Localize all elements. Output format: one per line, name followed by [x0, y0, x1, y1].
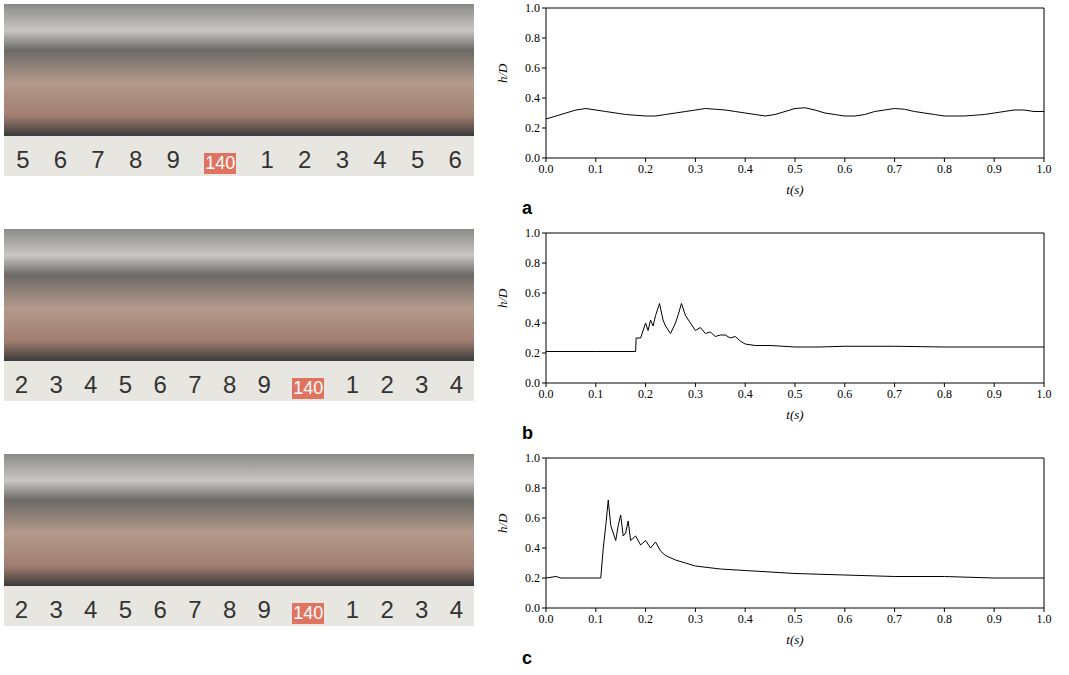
html-text:7: 7 — [188, 596, 202, 623]
html-text:b: b — [522, 423, 533, 443]
svg-text:t(s): t(s) — [786, 182, 803, 197]
html-text:3: 3 — [335, 146, 349, 173]
svg-text:0.7: 0.7 — [887, 162, 902, 176]
svg-text:0.4: 0.4 — [738, 387, 753, 401]
html-text:6: 6 — [153, 371, 167, 398]
html-text:3: 3 — [49, 596, 63, 623]
svg-text:1.0: 1.0 — [525, 226, 540, 240]
svg-text:0.0: 0.0 — [539, 162, 554, 176]
html-text:a: a — [522, 198, 532, 218]
html-text:3: 3 — [49, 371, 63, 398]
html-text:3: 3 — [415, 371, 429, 398]
svg-text:0.9: 0.9 — [987, 612, 1002, 626]
svg-text:0.7: 0.7 — [887, 387, 902, 401]
svg-text:1.0: 1.0 — [1037, 162, 1052, 176]
svg-text:0.9: 0.9 — [987, 387, 1002, 401]
html-text:2: 2 — [380, 371, 394, 398]
svg-text:0.8: 0.8 — [525, 481, 540, 495]
svg-text:0.6: 0.6 — [837, 162, 852, 176]
html-text:6: 6 — [153, 596, 167, 623]
html-text:6: 6 — [448, 146, 462, 173]
svg-text:h/D: h/D — [495, 63, 510, 83]
svg-text:0.8: 0.8 — [525, 31, 540, 45]
svg-text:0.2: 0.2 — [525, 571, 540, 585]
svg-text:0.1: 0.1 — [588, 387, 603, 401]
svg-text:1.0: 1.0 — [525, 1, 540, 15]
svg-text:0.0: 0.0 — [525, 601, 540, 615]
html-text:5: 5 — [118, 371, 133, 398]
svg-text:0.5: 0.5 — [788, 387, 803, 401]
svg-text:0.2: 0.2 — [525, 346, 540, 360]
svg-text:0.8: 0.8 — [525, 256, 540, 270]
svg-text:0.3: 0.3 — [688, 162, 703, 176]
svg-text:0.1: 0.1 — [588, 612, 603, 626]
html-text:5: 5 — [16, 146, 30, 173]
svg-text:h/D: h/D — [495, 288, 510, 308]
svg-text:0.1: 0.1 — [588, 162, 603, 176]
svg-text:1.0: 1.0 — [525, 451, 540, 465]
html-text:8: 8 — [129, 146, 143, 173]
svg-text:0.6: 0.6 — [525, 286, 540, 300]
html-text:8: 8 — [222, 371, 237, 398]
svg-text:0.8: 0.8 — [937, 387, 952, 401]
svg-text:0.4: 0.4 — [525, 91, 540, 105]
svg-text:0.4: 0.4 — [738, 162, 753, 176]
html-text:c: c — [522, 648, 532, 668]
html-text:8: 8 — [222, 596, 237, 623]
svg-text:0.6: 0.6 — [525, 61, 540, 75]
html-text:4: 4 — [449, 371, 464, 398]
svg-text:0.0: 0.0 — [525, 376, 540, 390]
svg-text:0.6: 0.6 — [837, 387, 852, 401]
html-text:9: 9 — [257, 596, 271, 623]
svg-text:0.5: 0.5 — [788, 162, 803, 176]
html-text:3: 3 — [415, 596, 429, 623]
svg-text:1.0: 1.0 — [1037, 387, 1052, 401]
html-text:9: 9 — [257, 371, 271, 398]
html-text:2: 2 — [14, 596, 28, 623]
svg-text:0.6: 0.6 — [837, 612, 852, 626]
html-text:140: 140 — [205, 153, 236, 173]
svg-text:t(s): t(s) — [786, 632, 803, 647]
svg-text:0.0: 0.0 — [539, 387, 554, 401]
svg-text:0.5: 0.5 — [788, 612, 803, 626]
svg-text:0.7: 0.7 — [887, 612, 902, 626]
html-text:2: 2 — [14, 371, 28, 398]
svg-text:1.0: 1.0 — [1037, 612, 1052, 626]
svg-text:0.3: 0.3 — [688, 387, 703, 401]
html-text:6: 6 — [53, 146, 68, 173]
svg-text:0.4: 0.4 — [525, 316, 540, 330]
html-text:2: 2 — [380, 596, 394, 623]
svg-text:0.8: 0.8 — [937, 612, 952, 626]
html-text:140: 140 — [293, 378, 324, 398]
html-text:1: 1 — [260, 146, 274, 173]
svg-text:0.0: 0.0 — [525, 151, 540, 165]
html-text:7: 7 — [91, 146, 105, 173]
html-text:4: 4 — [449, 596, 464, 623]
html-text:9: 9 — [166, 146, 180, 173]
html-text:4: 4 — [84, 371, 98, 398]
svg-text:t(s): t(s) — [786, 407, 803, 422]
svg-text:0.2: 0.2 — [525, 121, 540, 135]
svg-text:0.2: 0.2 — [638, 162, 653, 176]
html-text:2: 2 — [298, 146, 312, 173]
html-text:1: 1 — [345, 371, 359, 398]
svg-text:0.9: 0.9 — [987, 162, 1002, 176]
svg-text:0.4: 0.4 — [738, 612, 753, 626]
svg-text:0.8: 0.8 — [937, 162, 952, 176]
svg-text:0.4: 0.4 — [525, 541, 540, 555]
html-text:4: 4 — [84, 596, 98, 623]
html-text:4: 4 — [373, 146, 387, 173]
svg-text:0.2: 0.2 — [638, 612, 653, 626]
svg-text:0.2: 0.2 — [638, 387, 653, 401]
svg-text:0.0: 0.0 — [539, 612, 554, 626]
svg-text:h/D: h/D — [495, 513, 510, 533]
svg-text:0.3: 0.3 — [688, 612, 703, 626]
html-text:7: 7 — [188, 371, 202, 398]
html-text:1: 1 — [345, 596, 359, 623]
html-text:5: 5 — [410, 146, 425, 173]
html-text:140: 140 — [293, 603, 324, 623]
svg-text:0.6: 0.6 — [525, 511, 540, 525]
html-text:5: 5 — [118, 596, 133, 623]
